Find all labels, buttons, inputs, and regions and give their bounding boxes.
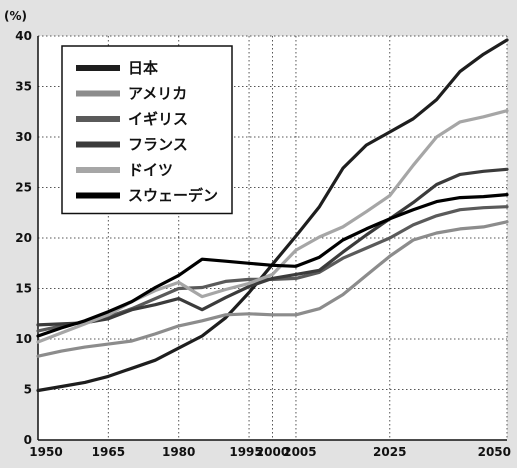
legend-label: イギリス: [128, 110, 188, 128]
y-tick-label: 35: [15, 80, 32, 94]
series-lines: [36, 38, 509, 393]
y-tick-label: 25: [15, 181, 32, 195]
series-line: [36, 220, 509, 358]
legend-label: フランス: [128, 136, 188, 154]
y-tick-label: 20: [15, 231, 32, 245]
y-tick-label: 10: [15, 332, 32, 346]
series-line: [36, 109, 509, 344]
x-tick-label: 2000: [256, 445, 289, 459]
legend-label: 日本: [128, 59, 158, 77]
x-tick-label: 1965: [92, 445, 125, 459]
legend-label: スウェーデン: [128, 187, 218, 205]
y-tick-label: 0: [24, 433, 32, 447]
legend-label: アメリカ: [128, 85, 187, 103]
x-tick-label: 1995: [229, 445, 262, 459]
y-axis-unit-label: (%): [4, 9, 27, 23]
y-tick-label: 15: [15, 282, 32, 296]
y-tick-label: 30: [15, 130, 32, 144]
x-tick-label: 2025: [373, 445, 406, 459]
y-tick-label: 5: [24, 383, 32, 397]
x-tick-label: 1950: [29, 445, 62, 459]
legend-label: ドイツ: [128, 161, 173, 179]
axes: [37, 36, 507, 441]
series-line: [36, 193, 509, 338]
x-tick-label: 1980: [162, 445, 195, 459]
series-line: [36, 167, 509, 327]
x-tick-label: 2050: [478, 445, 511, 459]
x-tick-label: 2005: [283, 445, 316, 459]
y-tick-label: 40: [15, 29, 32, 43]
legend-box: [61, 45, 233, 215]
